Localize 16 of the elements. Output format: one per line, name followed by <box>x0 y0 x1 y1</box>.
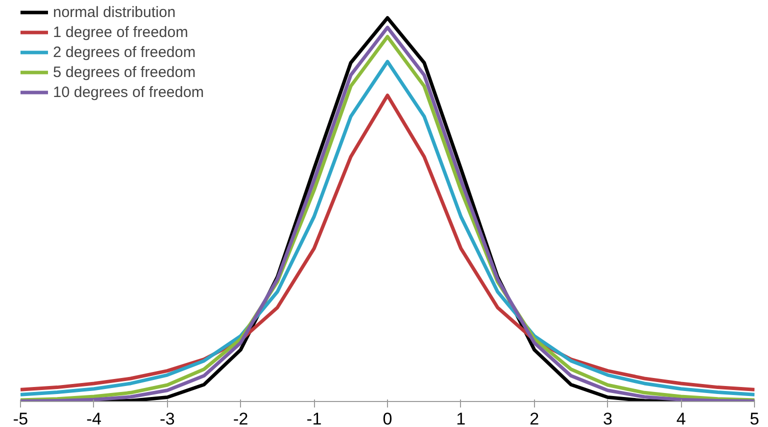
legend-label: 1 degree of freedom <box>53 24 188 40</box>
x-tick-label: -4 <box>86 410 102 427</box>
x-tick-label: 1 <box>456 410 466 427</box>
x-tick-label: 5 <box>750 410 760 427</box>
x-tick-label: 4 <box>676 410 686 427</box>
legend-label: 5 degrees of freedom <box>53 64 196 80</box>
legend-label: 2 degrees of freedom <box>53 44 196 60</box>
legend-label: 10 degrees of freedom <box>53 84 204 100</box>
x-tick-label: -1 <box>306 410 322 427</box>
x-tick-label: 3 <box>602 410 612 427</box>
x-tick-label: -5 <box>12 410 28 427</box>
legend-label: normal distribution <box>53 4 176 20</box>
x-tick-label: 0 <box>382 410 392 427</box>
x-tick-label: 2 <box>530 410 540 427</box>
x-tick-label: -3 <box>160 410 175 427</box>
x-tick-label: -2 <box>233 410 248 427</box>
